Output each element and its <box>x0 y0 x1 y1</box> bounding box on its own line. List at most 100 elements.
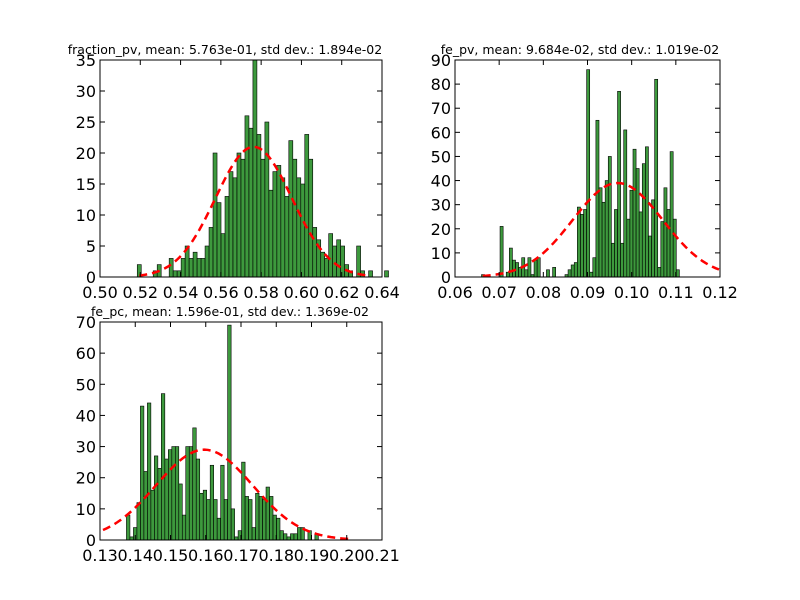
histogram-bar <box>586 69 591 278</box>
histogram-bar <box>265 486 270 541</box>
histogram-bar <box>660 221 665 278</box>
x-tick-label: 0.58 <box>243 283 279 302</box>
histogram-bar <box>573 262 578 278</box>
histogram-bar <box>212 152 218 278</box>
y-tick-label: 5 <box>86 237 96 256</box>
y-tick-label: 40 <box>431 172 451 191</box>
histogram-bar <box>552 267 557 278</box>
histogram-bar <box>308 158 314 278</box>
y-tick-label: 60 <box>431 123 451 142</box>
histogram-bar <box>601 201 606 278</box>
panel-title: fraction_pv, mean: 5.763e-01, std dev.: … <box>68 42 382 57</box>
histogram-bar <box>648 235 652 278</box>
histogram-bar <box>244 496 249 541</box>
histogram-bar <box>147 402 152 541</box>
histogram-bar <box>276 517 281 541</box>
histogram-bar <box>512 259 516 278</box>
histogram-bar <box>220 233 226 278</box>
histogram-bar <box>188 446 194 541</box>
panel-fe-pc: fe_pc, mean: 1.596e-01, std dev.: 1.369e… <box>76 304 400 565</box>
histogram-bar <box>669 151 674 278</box>
histogram-bar <box>280 177 286 278</box>
histogram-bar <box>181 514 187 541</box>
y-tick-label: 35 <box>76 51 96 70</box>
x-tick-label: 0.08 <box>526 283 562 302</box>
x-tick-label: 0.10 <box>614 283 650 302</box>
histogram-bar <box>228 171 234 278</box>
histogram-bar <box>283 533 288 541</box>
histogram-bar <box>292 158 298 278</box>
y-tick-label: 10 <box>76 500 96 519</box>
histogram-bar <box>284 196 290 278</box>
histogram-bar <box>251 527 256 541</box>
histogram-bar <box>675 269 680 278</box>
x-tick-label: 0.54 <box>163 283 199 302</box>
panel-title: fe_pc, mean: 1.596e-01, std dev.: 1.369e… <box>91 304 369 319</box>
histogram-bar <box>199 492 204 541</box>
y-tick-label: 70 <box>76 313 96 332</box>
histogram-bar <box>216 202 222 278</box>
histogram-bar <box>200 258 206 278</box>
histogram-bar <box>230 508 235 541</box>
normal-fit-curve <box>139 145 369 277</box>
y-tick-label: 0 <box>86 268 96 287</box>
y-tick-label: 50 <box>431 147 451 166</box>
histogram-bar <box>227 324 232 541</box>
x-tick-label: 0.60 <box>284 283 320 302</box>
histogram-bar <box>143 471 148 541</box>
histogram-bar <box>195 458 201 541</box>
histogram-bar <box>614 209 618 278</box>
histogram-bar <box>297 527 302 541</box>
histogram-bar <box>262 499 267 541</box>
x-tick-label: 0.20 <box>329 546 365 565</box>
histogram-bar <box>332 245 337 278</box>
histogram-bar <box>268 189 274 278</box>
x-tick-label: 0.21 <box>364 546 400 565</box>
histogram-bar <box>629 189 634 278</box>
histogram-bar <box>150 489 155 541</box>
histogram-bar <box>171 446 176 541</box>
histogram-bar <box>611 242 615 278</box>
histogram-bar <box>663 187 668 278</box>
histogram-bar <box>580 214 584 278</box>
histogram-bar <box>140 405 145 541</box>
histogram-bar <box>172 270 178 278</box>
histogram-bar <box>208 227 214 278</box>
histogram-bar <box>240 158 246 278</box>
y-tick-label: 25 <box>76 113 96 132</box>
histogram-bar <box>324 258 330 278</box>
histogram-bar <box>248 499 253 541</box>
y-tick-label: 10 <box>76 206 96 225</box>
x-tick-label: 0.17 <box>223 546 259 565</box>
x-tick-label: 0.12 <box>702 283 738 302</box>
x-tick-label: 0.13 <box>82 546 118 565</box>
histogram-bar <box>296 177 302 278</box>
panel-fe-pv: fe_pv, mean: 9.684e-02, std dev.: 1.019e… <box>431 42 738 302</box>
histogram-bar <box>672 218 677 278</box>
x-tick-label: 0.06 <box>437 283 473 302</box>
y-tick-label: 20 <box>76 469 96 488</box>
y-tick-label: 70 <box>431 99 451 118</box>
y-tick-label: 90 <box>431 51 451 70</box>
histogram-bar <box>269 496 274 541</box>
histogram-bar <box>180 258 186 278</box>
x-tick-label: 0.16 <box>188 546 224 565</box>
histogram-bar <box>178 483 183 541</box>
panel-title: fe_pv, mean: 9.684e-02, std dev.: 1.019e… <box>441 42 720 57</box>
histogram-bar <box>336 239 341 278</box>
histogram-bar <box>620 242 625 278</box>
histogram-bar <box>154 455 159 541</box>
normal-fit-curve <box>482 181 720 278</box>
x-tick-label: 0.18 <box>258 546 294 565</box>
histogram-bars <box>126 324 319 541</box>
histogram-bar <box>293 533 298 541</box>
histogram-bar <box>368 270 373 278</box>
histogram-bar <box>654 78 659 278</box>
x-tick-label: 0.62 <box>324 283 360 302</box>
y-tick-label: 0 <box>441 268 451 287</box>
histogram-bar <box>136 502 141 541</box>
histogram-bar <box>312 227 318 278</box>
histogram-bar <box>288 140 294 278</box>
y-tick-label: 40 <box>76 406 96 425</box>
